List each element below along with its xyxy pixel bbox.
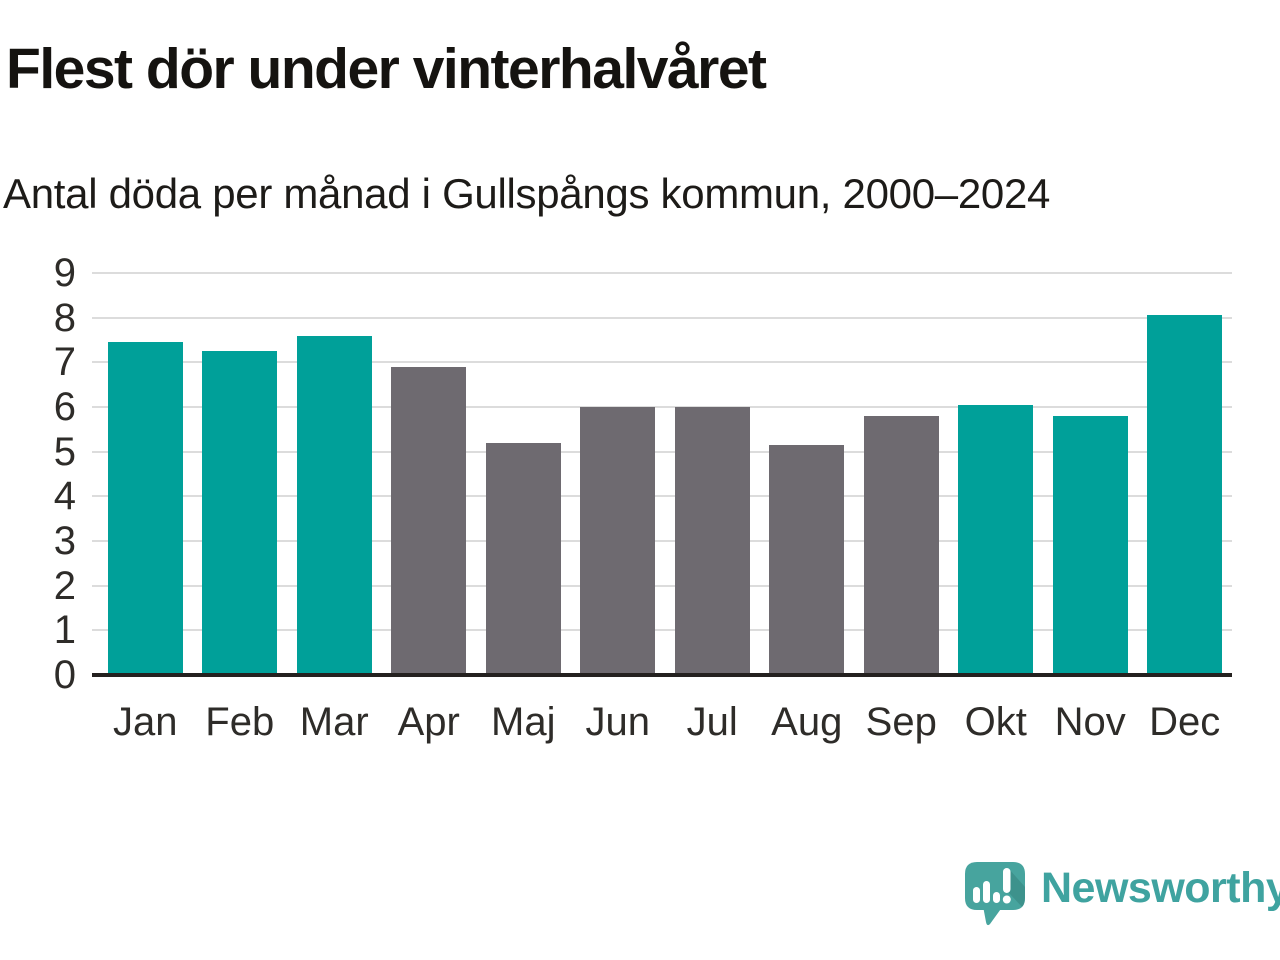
icon-bar-3: [993, 892, 1000, 903]
x-axis-label-maj: Maj: [491, 700, 556, 744]
newsworthy-logo-icon: [965, 862, 1025, 926]
x-axis-label-apr: Apr: [397, 700, 460, 744]
chart-title: Flest dör under vinterhalvåret: [6, 37, 767, 101]
y-axis-label-1: 1: [53, 608, 76, 653]
icon-exclamation-dot: [1002, 895, 1011, 904]
x-axis-label-sep: Sep: [865, 700, 937, 744]
speech-bubble-tail: [983, 906, 1003, 926]
bar-nov: [1052, 415, 1128, 675]
bar-chart: 0 1 2 3 4 5 6 7 8 9 Jan Feb Mar Apr Maj Jun Jul Aug Sep Okt…: [53, 251, 1232, 744]
x-axis-label-jun: Jun: [585, 700, 651, 744]
gridline-y4: [92, 495, 1232, 498]
x-axis-line: [92, 673, 1232, 677]
chart-subtitle: Antal döda per månad i Gullspångs kommun…: [3, 170, 1051, 217]
bar-feb: [202, 351, 278, 675]
y-axis-label-5: 5: [53, 429, 76, 474]
bar-mar: [296, 335, 372, 675]
y-axis-label-7: 7: [53, 340, 76, 385]
icon-shadow: [1009, 869, 1025, 910]
x-axis-label-nov: Nov: [1054, 700, 1126, 744]
x-axis-label-aug: Aug: [771, 700, 843, 744]
y-axis-label-4: 4: [53, 474, 76, 519]
bar-sep: [863, 415, 939, 675]
bar-maj: [485, 442, 561, 675]
gridline-y8: [92, 316, 1232, 319]
y-axis-label-3: 3: [53, 519, 76, 563]
bar-jun: [580, 407, 656, 675]
bar-okt: [958, 404, 1034, 675]
x-axis-label-mar: Mar: [299, 700, 369, 744]
y-axis-label-6: 6: [53, 385, 76, 429]
bar-jan: [107, 342, 183, 675]
x-axis-label-jul: Jul: [686, 700, 738, 744]
bar-dec: [1147, 315, 1223, 675]
gridline-y2: [92, 584, 1232, 587]
gridline-y9: [92, 272, 1232, 274]
x-axis-label-dec: Dec: [1149, 700, 1221, 744]
bar-aug: [769, 444, 845, 675]
gridline-y7: [92, 361, 1232, 364]
gridline-y5: [92, 450, 1232, 453]
icon-exclamation-bar: [1003, 868, 1011, 893]
gridline-y6: [92, 406, 1232, 408]
bar-jul: [674, 407, 750, 675]
x-axis-label-feb: Feb: [205, 700, 275, 744]
y-axis-label-2: 2: [53, 563, 76, 608]
icon-bar-2: [983, 881, 990, 903]
x-axis-label-jan: Jan: [113, 700, 178, 744]
y-axis-label-0: 0: [53, 653, 76, 697]
x-axis-label-okt: Okt: [964, 700, 1027, 744]
gridline-y3: [92, 540, 1232, 542]
y-axis-label-9: 9: [53, 251, 76, 295]
icon-bar-1: [973, 887, 980, 903]
newsworthy-logo-text: Newsworthy: [1041, 863, 1280, 912]
y-axis-label-8: 8: [53, 295, 76, 340]
newsworthy-logo: Newsworthy: [963, 860, 1280, 928]
bar-apr: [391, 366, 467, 675]
gridline-y1: [92, 629, 1232, 632]
